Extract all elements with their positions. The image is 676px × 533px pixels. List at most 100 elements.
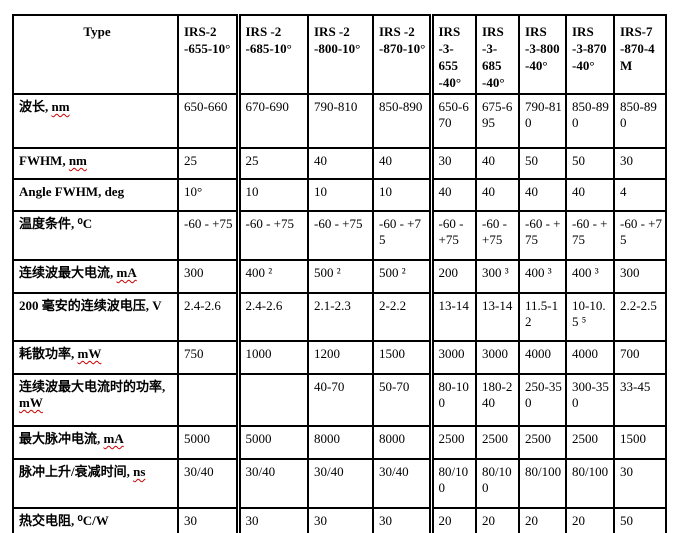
row-label-text: 连续波最大电流时的功率, — [19, 379, 166, 394]
value-cell: 790-810 — [307, 93, 374, 149]
value-cell: 13-14 — [475, 292, 520, 342]
row-unit-text: ns — [133, 464, 146, 479]
row-unit-text: V — [152, 298, 162, 313]
value-cell: 30/40 — [372, 458, 432, 509]
row-unit-text: deg — [104, 184, 125, 199]
value-cell: 40 — [372, 147, 432, 180]
row-cw-max-current: 连续波最大电流, mA 300 400 ² 500 ² 500 ² 200 30… — [12, 259, 667, 294]
value-cell: 8000 — [307, 425, 374, 460]
value-cell: 25 — [235, 147, 309, 180]
value-cell: 33-45 — [613, 373, 667, 427]
value-cell: 5000 — [177, 425, 239, 460]
value-cell: 40 — [428, 178, 477, 212]
header-cell-irs-2-800-10: IRS -2 -800-10° — [307, 14, 374, 95]
row-label-cell: 热交电阻, ⁰C/W — [12, 507, 179, 533]
row-cw-voltage-200ma: 200 毫安的连续波电压, V 2.4-2.6 2.4-2.6 2.1-2.3 … — [12, 292, 667, 342]
value-cell: 300 — [613, 259, 667, 294]
value-cell: 50 — [518, 147, 567, 180]
value-cell: 3000 — [428, 340, 477, 375]
value-cell: -60 - +75 — [177, 210, 239, 261]
row-fwhm: FWHM, nm 25 25 40 40 30 40 50 50 30 — [12, 147, 667, 180]
value-cell: -60 - +75 — [235, 210, 309, 261]
value-cell: 20 — [428, 507, 477, 533]
row-label-cell: 波长, nm — [12, 93, 179, 149]
row-label-text: 最大脉冲电流, — [19, 431, 101, 446]
value-cell: 750 — [177, 340, 239, 375]
header-cell-irs-2-685-10: IRS -2 -685-10° — [235, 14, 309, 95]
value-cell — [177, 373, 239, 427]
value-cell: 2.1-2.3 — [307, 292, 374, 342]
header-cell-irs-7-870-4m: IRS-7 -870-4 M — [613, 14, 667, 95]
value-cell: 2500 — [518, 425, 567, 460]
header-cell-irs-3-685-40: IRS -3-685 -40° — [475, 14, 520, 95]
value-cell: 2.4-2.6 — [235, 292, 309, 342]
value-cell: 675-695 — [475, 93, 520, 149]
header-cell-irs-2-870-10: IRS -2 -870-10° — [372, 14, 432, 95]
value-cell: 180-240 — [475, 373, 520, 427]
value-cell: 400 ³ — [518, 259, 567, 294]
row-wavelength: 波长, nm 650-660 670-690 790-810 850-890 6… — [12, 93, 667, 149]
value-cell: 850-890 — [613, 93, 667, 149]
value-cell: 30/40 — [177, 458, 239, 509]
value-cell: 790-810 — [518, 93, 567, 149]
row-unit-text: mA — [116, 265, 137, 280]
row-label-cell: FWHM, nm — [12, 147, 179, 180]
value-cell: 3000 — [475, 340, 520, 375]
value-cell: 1500 — [372, 340, 432, 375]
value-cell: 850-890 — [565, 93, 615, 149]
value-cell: -60 - +75 — [428, 210, 477, 261]
value-cell: 1200 — [307, 340, 374, 375]
value-cell: 4000 — [518, 340, 567, 375]
row-unit-text: nm — [51, 99, 70, 114]
row-unit-text: ⁰C — [77, 216, 93, 231]
row-label-text: FWHM, — [19, 153, 66, 168]
value-cell: 670-690 — [235, 93, 309, 149]
value-cell: 30 — [428, 147, 477, 180]
header-cell-irs-2-655-10: IRS-2 -655-10° — [177, 14, 239, 95]
row-thermal-resistance: 热交电阻, ⁰C/W 30 30 30 30 20 20 20 20 50 — [12, 507, 667, 533]
value-cell: 10-10.5 ⁵ — [565, 292, 615, 342]
value-cell: 30 — [235, 507, 309, 533]
value-cell: 30 — [613, 458, 667, 509]
value-cell: -60 - +75 — [518, 210, 567, 261]
header-cell-irs-3-870-40: IRS -3-870 -40° — [565, 14, 615, 95]
row-label-text: 热交电阻, — [19, 513, 75, 528]
value-cell: 20 — [475, 507, 520, 533]
value-cell: 700 — [613, 340, 667, 375]
value-cell: 2500 — [475, 425, 520, 460]
row-label-cell: 连续波最大电流, mA — [12, 259, 179, 294]
value-cell: 250-350 — [518, 373, 567, 427]
value-cell: 30 — [177, 507, 239, 533]
value-cell: 80/100 — [428, 458, 477, 509]
value-cell: 30 — [372, 507, 432, 533]
row-temperature: 温度条件, ⁰C -60 - +75 -60 - +75 -60 - +75 -… — [12, 210, 667, 261]
value-cell: 200 — [428, 259, 477, 294]
value-cell: 4 — [613, 178, 667, 212]
value-cell: 2.4-2.6 — [177, 292, 239, 342]
value-cell: 2500 — [565, 425, 615, 460]
value-cell: -60 - +75 — [307, 210, 374, 261]
value-cell: 50-70 — [372, 373, 432, 427]
row-label-cell: 200 毫安的连续波电压, V — [12, 292, 179, 342]
row-label-text: 波长, — [19, 99, 49, 114]
value-cell: -60 - +75 — [565, 210, 615, 261]
value-cell: 40 — [518, 178, 567, 212]
value-cell: 5000 — [235, 425, 309, 460]
row-unit-text: mW — [19, 395, 43, 410]
row-label-text: Angle FWHM, — [19, 184, 102, 199]
row-label-text: 温度条件, — [19, 216, 75, 231]
value-cell: 1500 — [613, 425, 667, 460]
value-cell: -60 - +75 — [475, 210, 520, 261]
value-cell: 30 — [613, 147, 667, 180]
row-angle-fwhm: Angle FWHM, deg 10° 10 10 10 40 40 40 40… — [12, 178, 667, 212]
value-cell: 2500 — [428, 425, 477, 460]
value-cell: 20 — [518, 507, 567, 533]
value-cell: -60 - +75 — [372, 210, 432, 261]
row-label-text: 脉冲上升/衰减时间, — [19, 464, 130, 479]
value-cell: 500 ² — [372, 259, 432, 294]
value-cell: 40-70 — [307, 373, 374, 427]
value-cell: 20 — [565, 507, 615, 533]
row-unit-text: mA — [103, 431, 124, 446]
header-row: Type IRS-2 -655-10° IRS -2 -685-10° IRS … — [12, 14, 667, 95]
value-cell: 40 — [475, 147, 520, 180]
